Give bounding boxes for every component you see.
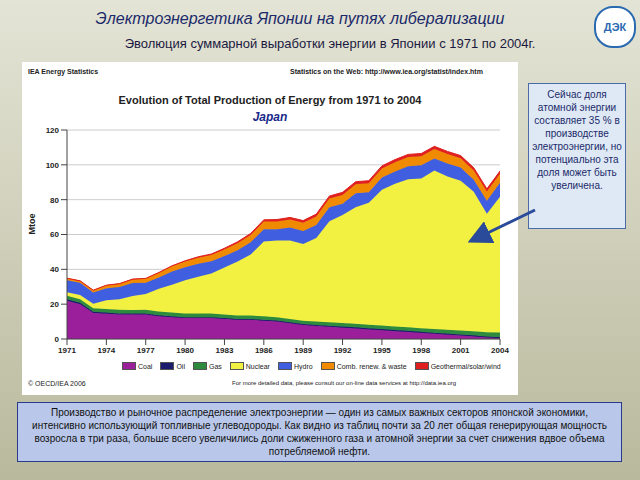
html-text:IEA Energy Statistics: IEA Energy Statistics <box>28 68 99 75</box>
svg-text:1998: 1998 <box>412 346 430 355</box>
svg-text:40: 40 <box>50 265 59 274</box>
html-text:ДЭК: ДЭК <box>603 21 627 33</box>
html-text:Gas: Gas <box>209 362 222 370</box>
html-text:Электроэнергетика Японии на пу: Электроэнергетика Японии на путях либера… <box>95 10 505 27</box>
html-text:Производство и рыночное распре: Производство и рыночное распределение эл… <box>32 407 607 457</box>
html-text:Сейчас доля атомной энергии со: Сейчас доля атомной энергии составляет 3… <box>532 89 622 191</box>
html-text:Comb. renew. & waste: Comb. renew. & waste <box>336 362 407 370</box>
svg-text:1989: 1989 <box>294 346 312 355</box>
svg-text:100: 100 <box>46 161 60 170</box>
html-text:Oil: Oil <box>176 362 185 370</box>
svg-text:1986: 1986 <box>255 346 273 355</box>
svg-text:2001: 2001 <box>452 346 470 355</box>
svg-text:1977: 1977 <box>137 346 155 355</box>
svg-text:20: 20 <box>50 300 59 309</box>
html-text:© OECD/IEA 2006: © OECD/IEA 2006 <box>28 380 86 387</box>
svg-text:1995: 1995 <box>373 346 391 355</box>
html-text:Coal: Coal <box>138 362 153 370</box>
svg-text:120: 120 <box>46 126 60 135</box>
svg-text:1974: 1974 <box>97 346 115 355</box>
svg-text:80: 80 <box>50 196 59 205</box>
svg-text:1980: 1980 <box>176 346 194 355</box>
html-text:Japan: Japan <box>252 110 288 124</box>
html-text:Geothermal/solar/wind: Geothermal/solar/wind <box>430 362 501 370</box>
html-text:Эволюция суммарной выработки э: Эволюция суммарной выработки энергии в Я… <box>124 36 536 51</box>
svg-text:1983: 1983 <box>216 346 234 355</box>
svg-text:1971: 1971 <box>58 346 76 355</box>
svg-text:0: 0 <box>55 335 60 344</box>
svg-text:60: 60 <box>50 230 59 239</box>
html-text:Statistics on the Web: http://: Statistics on the Web: http://www.iea.or… <box>290 68 483 75</box>
html-text:Hydro: Hydro <box>293 362 313 370</box>
html-text:For more detailed data, please: For more detailed data, please consult o… <box>232 380 457 386</box>
svg-text:1992: 1992 <box>334 346 352 355</box>
html-text:Evolution of Total Production: Evolution of Total Production of Energy … <box>118 94 422 106</box>
svg-text:2004: 2004 <box>491 346 509 355</box>
html-text:Nuclear: Nuclear <box>245 362 270 370</box>
svg-text:Mtoe: Mtoe <box>27 214 37 235</box>
